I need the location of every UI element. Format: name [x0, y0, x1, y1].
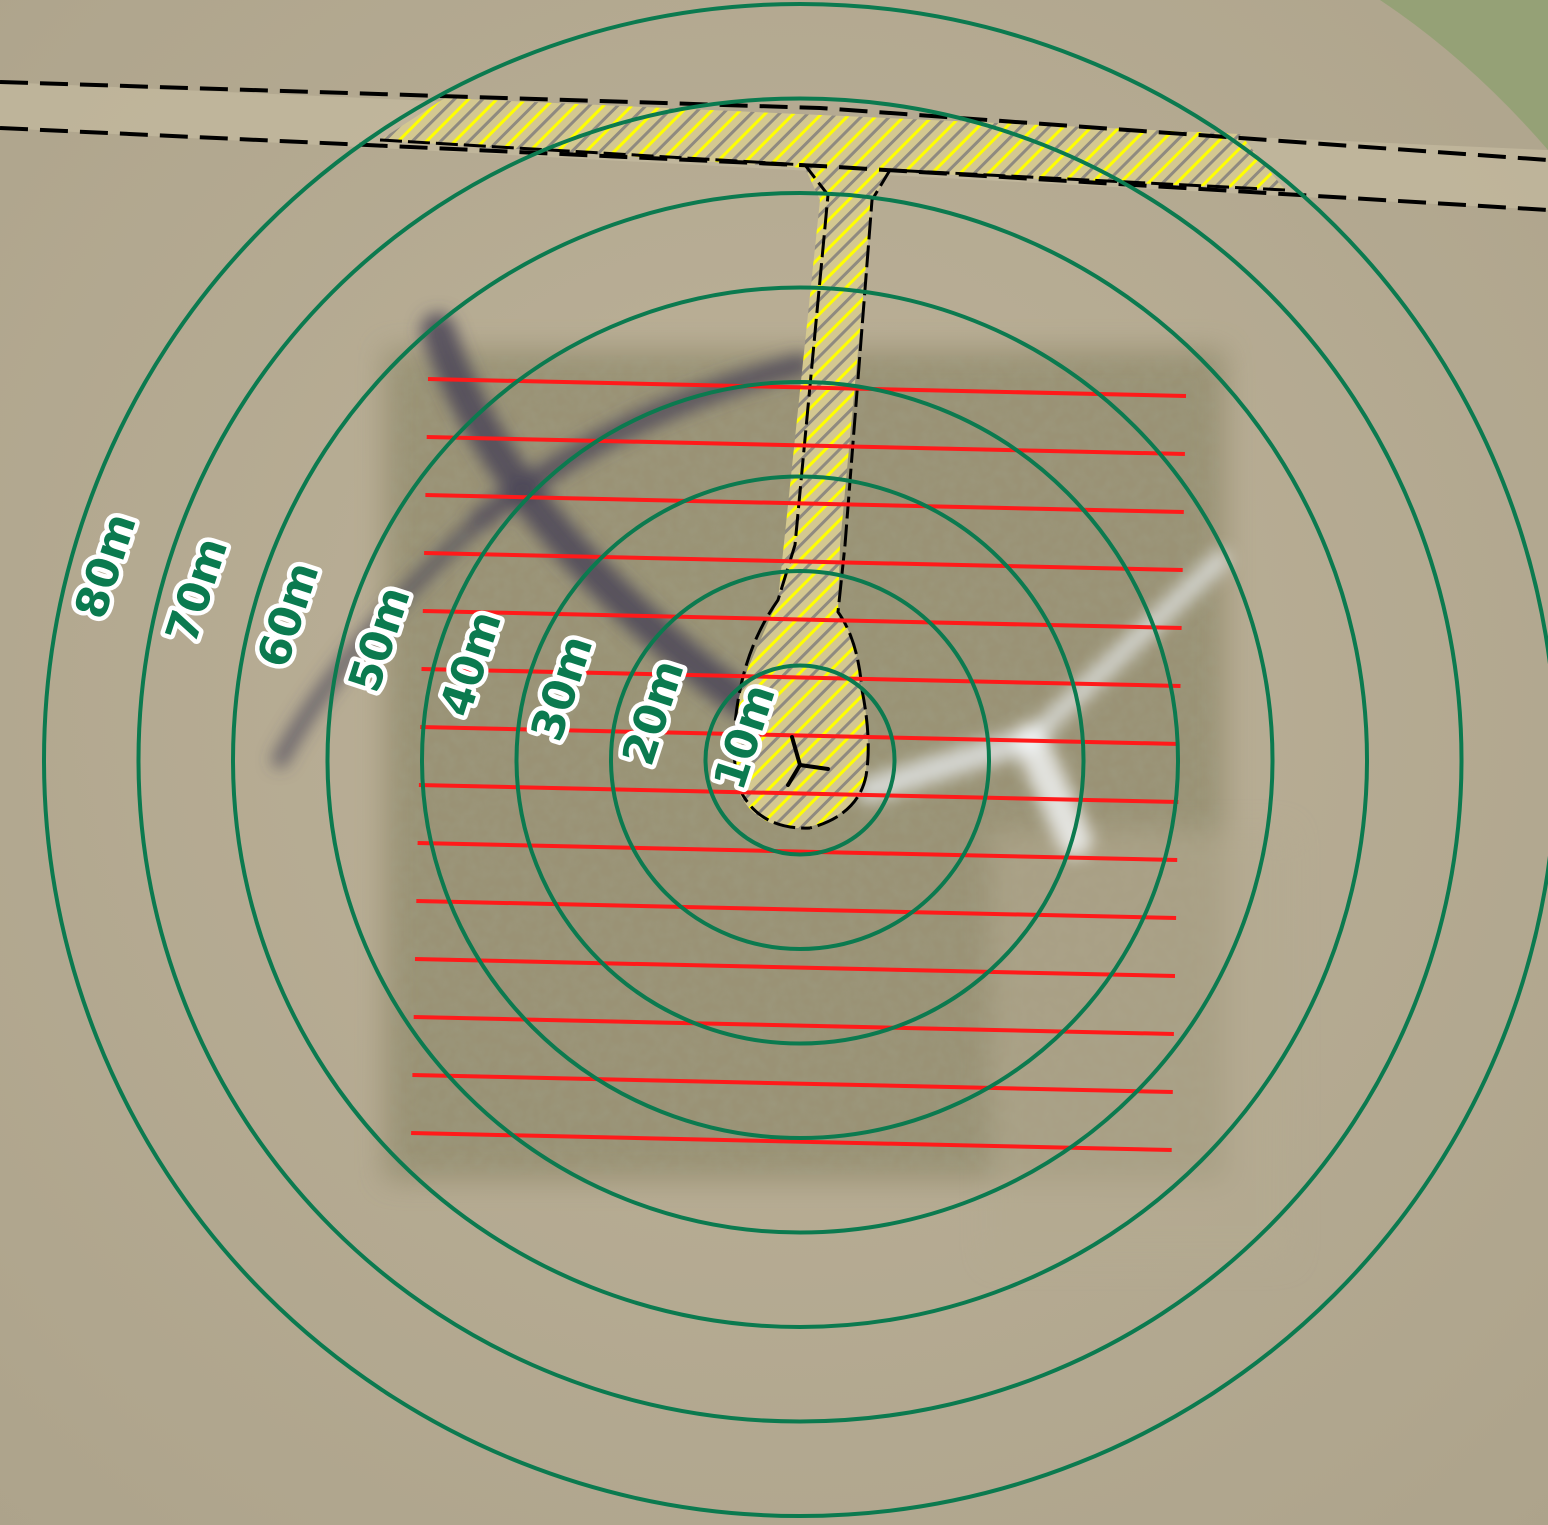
transect-line — [414, 957, 1176, 978]
access-road-hatched — [380, 98, 1285, 829]
ring-20m — [609, 569, 991, 951]
transect-line — [422, 609, 1182, 630]
transect-line — [426, 435, 1185, 456]
ring-80m — [42, 2, 1548, 1518]
ring-40m — [420, 380, 1180, 1140]
transect-line — [427, 377, 1187, 398]
transect-line — [418, 783, 1179, 804]
transect-line — [421, 667, 1181, 688]
ring-10m — [703, 663, 897, 857]
turbine-shadow — [272, 313, 811, 768]
wind-turbine-icon — [786, 735, 830, 787]
green-verge-corner — [1380, 0, 1548, 150]
transect-line — [416, 899, 1177, 920]
ring-30m — [514, 474, 1086, 1046]
transect-line — [424, 551, 1183, 572]
transect-line — [412, 1073, 1173, 1094]
access-road-outline-left — [379, 138, 830, 830]
ring-60m — [231, 191, 1369, 1329]
transect-line — [413, 1015, 1174, 1036]
distance-rings — [42, 2, 1548, 1518]
transect-line — [417, 841, 1178, 862]
ring-50m — [325, 285, 1275, 1235]
transect-lines — [411, 377, 1187, 1152]
transect-line — [425, 493, 1184, 514]
ring-70m — [136, 96, 1464, 1424]
transect-line — [411, 1131, 1172, 1152]
transect-line — [420, 725, 1180, 746]
